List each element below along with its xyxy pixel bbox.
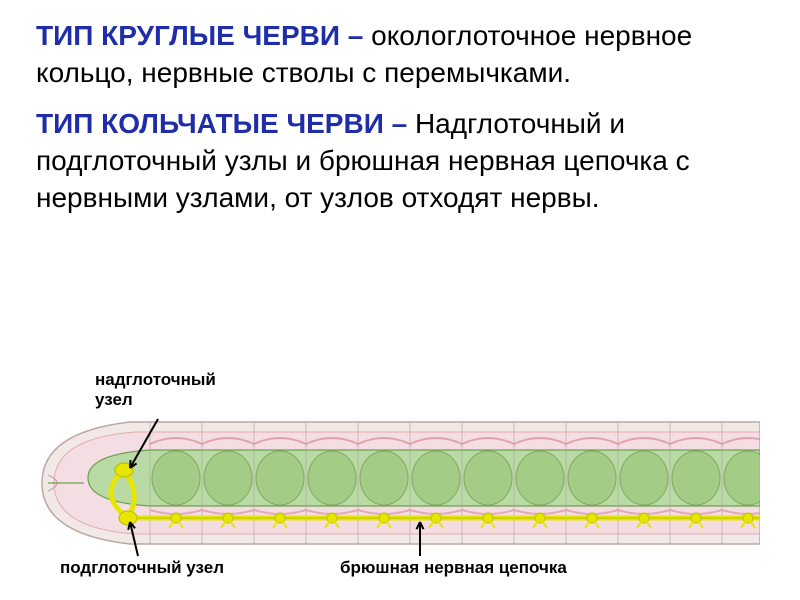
paragraph-roundworms: ТИП КРУГЛЫЕ ЧЕРВИ – окологлоточное нервн… (36, 18, 770, 92)
worm-diagram: надглоточный узел подглоточный узел брюш… (40, 370, 760, 580)
label-top-line2: узел (95, 390, 133, 409)
label-sub-ganglion: подглоточный узел (60, 558, 224, 578)
worm-svg (40, 418, 760, 548)
paragraph-annelids: ТИП КОЛЬЧАТЫЕ ЧЕРВИ – Надглоточный и под… (36, 106, 770, 217)
label-top-line1: надглоточный (95, 370, 216, 389)
label-bottom-right-text: брюшная нервная цепочка (340, 558, 567, 577)
label-supra-ganglion: надглоточный узел (95, 370, 216, 409)
p1-title: ТИП КРУГЛЫЕ ЧЕРВИ – (36, 20, 363, 51)
label-bottom-left-text: подглоточный узел (60, 558, 224, 577)
label-ventral-chain: брюшная нервная цепочка (340, 558, 567, 578)
p2-title: ТИП КОЛЬЧАТЫЕ ЧЕРВИ – (36, 108, 407, 139)
